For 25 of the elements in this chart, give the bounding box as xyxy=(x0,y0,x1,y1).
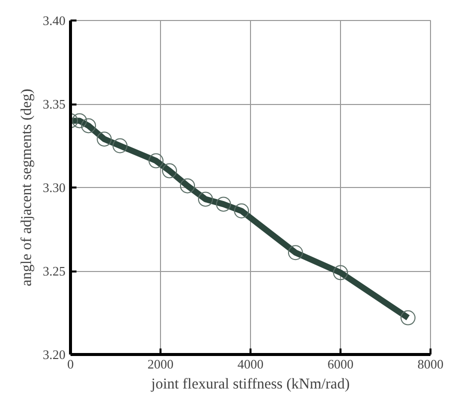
point xyxy=(148,153,164,168)
point xyxy=(81,118,96,134)
x-tick-label: 4000 xyxy=(238,356,264,372)
y-tick-label: 3.40 xyxy=(42,13,66,28)
x-tick-label: 2000 xyxy=(148,356,174,372)
x-tick-label: 0 xyxy=(67,356,74,372)
point xyxy=(180,178,195,194)
x-tick-label: 6000 xyxy=(328,356,354,372)
point xyxy=(112,138,128,154)
point xyxy=(234,203,249,218)
point xyxy=(72,113,87,128)
point xyxy=(288,245,303,260)
x-tick-label: 8000 xyxy=(418,356,444,372)
point xyxy=(333,265,348,280)
point xyxy=(162,163,177,178)
point xyxy=(400,310,416,326)
point xyxy=(216,196,231,212)
point xyxy=(198,192,213,207)
point xyxy=(96,132,112,147)
y-tick-label: 3.35 xyxy=(42,96,66,112)
y-tick-label: 3.20 xyxy=(42,347,66,362)
y-axis-title: angle of adjacent segments (deg) xyxy=(18,88,35,286)
x-axis-title: joint flexural stiffness (kNm/rad) xyxy=(150,376,350,392)
y-tick-label: 3.25 xyxy=(42,264,66,278)
y-tick-label: 3.30 xyxy=(42,180,66,195)
